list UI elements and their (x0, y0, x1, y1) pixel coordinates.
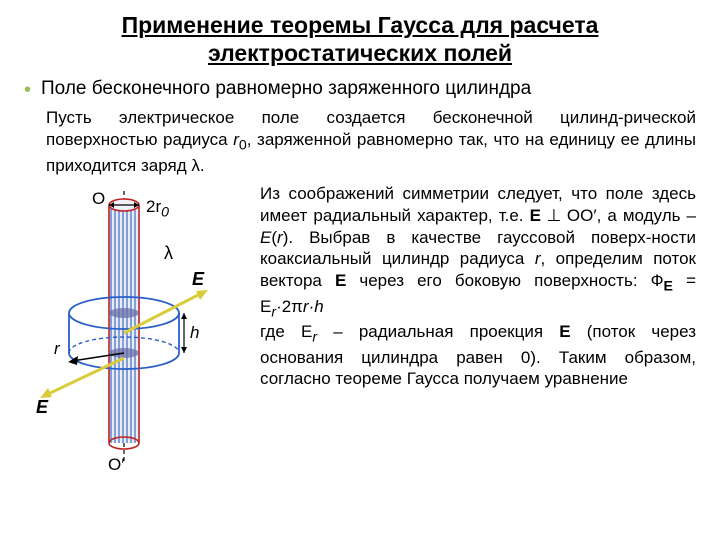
content-row: O 2r0 λ E h r E O′ Из соображений симмет… (24, 183, 696, 483)
title-line-1: Применение теоремы Гаусса для расчета (122, 12, 599, 38)
label-Oprime: O′ (108, 455, 124, 475)
label-r: r (54, 339, 60, 359)
label-E-top: E (192, 269, 204, 290)
page-title: Применение теоремы Гаусса для расчета эл… (24, 12, 696, 67)
body-paragraph: Из соображений симметрии следует, что по… (254, 183, 696, 483)
label-lambda: λ (164, 243, 173, 264)
bullet-subtitle-row: • Поле бесконечного равномерно заряженно… (24, 77, 696, 103)
title-line-2: электростатических полей (208, 40, 512, 66)
cylinder-diagram: O 2r0 λ E h r E O′ (24, 183, 254, 483)
label-E-bottom: E (36, 397, 48, 418)
label-O: O (92, 189, 105, 209)
intro-paragraph: Пусть электрическое поле создается беско… (46, 107, 696, 177)
bullet-icon: • (24, 77, 31, 103)
label-h: h (190, 323, 199, 343)
label-2r0: 2r0 (146, 197, 169, 220)
subtitle-text: Поле бесконечного равномерно заряженного… (41, 77, 531, 102)
